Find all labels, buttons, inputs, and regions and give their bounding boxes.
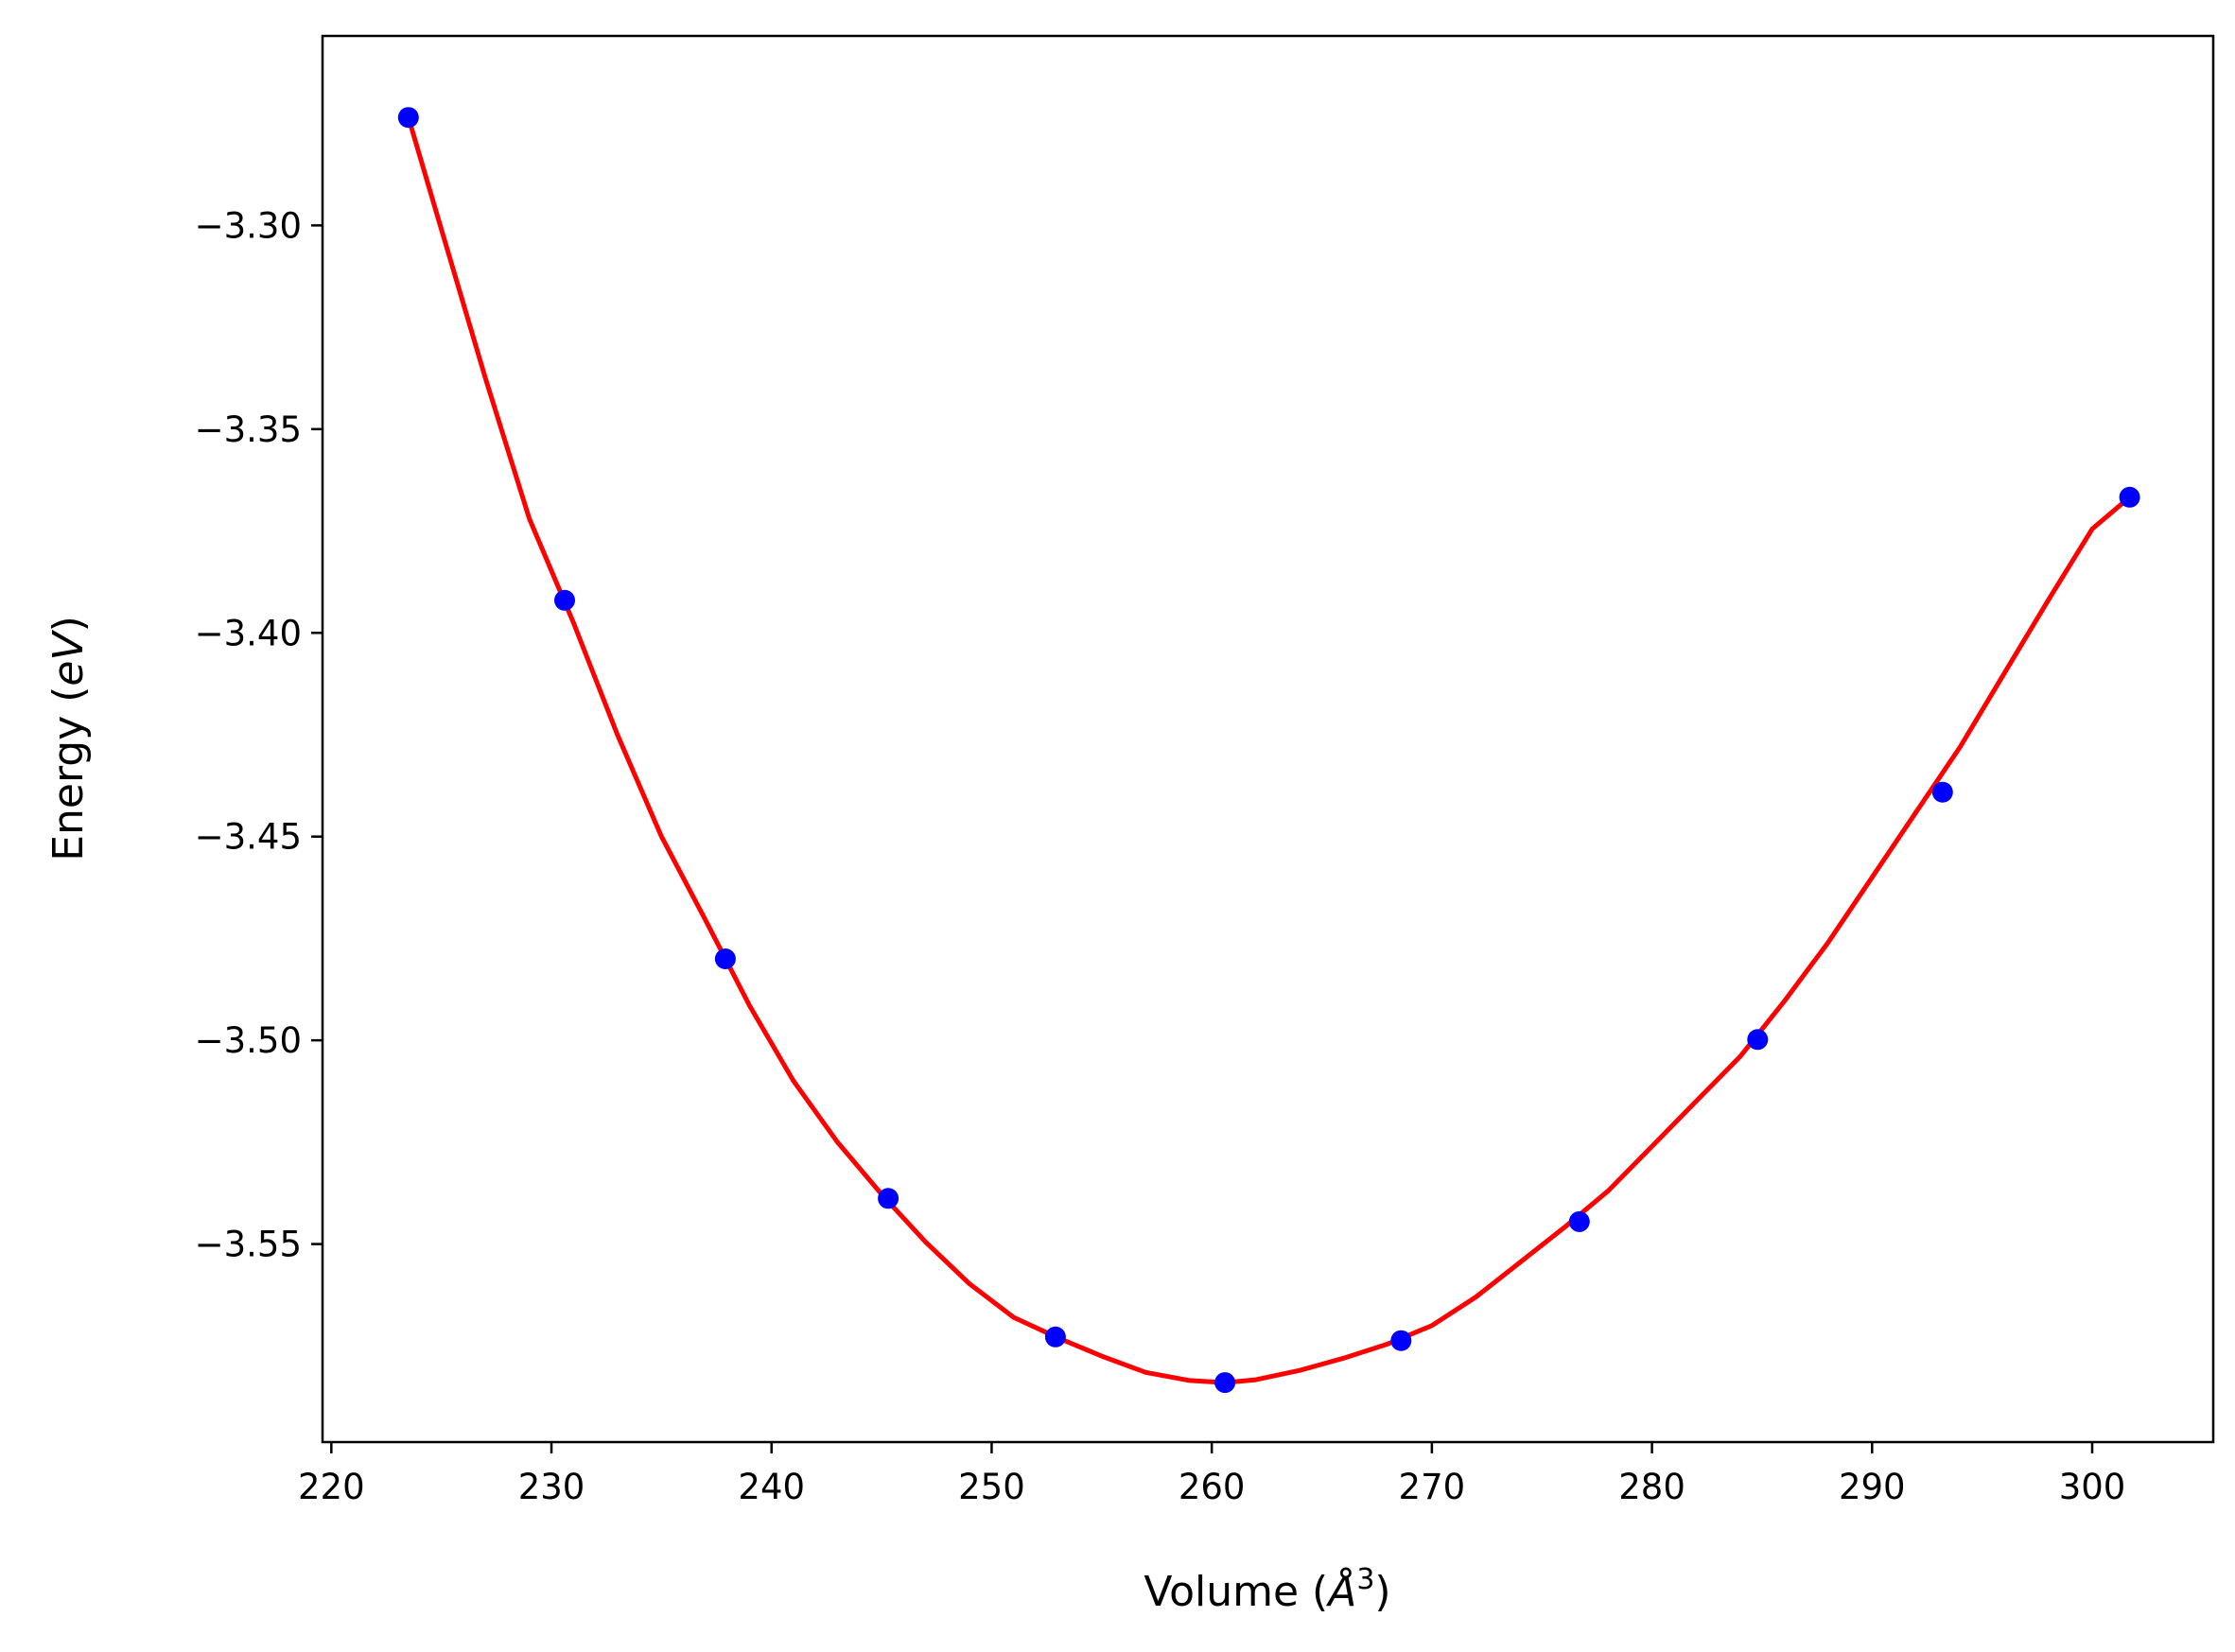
plot-background (323, 36, 2213, 1442)
plot-frame (321, 34, 2215, 1444)
fit-curve (406, 116, 2132, 1385)
data-point (1747, 1029, 1769, 1051)
y-axis-title-unit: eV (44, 630, 93, 687)
data-point (1931, 781, 1953, 803)
data-points-layer (397, 107, 2140, 1394)
y-tick-label: −3.40 (195, 613, 302, 653)
x-tick-label: 250 (958, 1467, 1025, 1507)
y-tick-label: −3.30 (195, 205, 302, 246)
x-axis-title-symbol: Å (1325, 1566, 1356, 1616)
x-axis-title-close: ) (1374, 1568, 1390, 1616)
x-axis-title: Volume (Å3) (1144, 1563, 1390, 1616)
y-axis-title-close: ) (44, 616, 93, 632)
x-tick-label: 220 (298, 1467, 365, 1507)
data-point (1390, 1330, 1412, 1351)
x-tick-label: 290 (1839, 1467, 1906, 1507)
x-tick-label: 270 (1399, 1467, 1466, 1507)
data-point (878, 1188, 899, 1209)
x-axis-title-text: Volume ( (1144, 1568, 1328, 1616)
data-point (1214, 1372, 1236, 1394)
fit-curve-layer (406, 116, 2132, 1385)
y-axis-title-text: Energy ( (44, 687, 93, 861)
x-tick-label: 300 (2059, 1467, 2126, 1507)
x-tick-label: 240 (738, 1467, 805, 1507)
x-tick-label: 230 (518, 1467, 585, 1507)
x-axis: 220 230 240 250 260 270 280 290 300 (298, 1442, 2125, 1507)
y-tick-label: −3.35 (195, 409, 302, 450)
data-point (1044, 1326, 1066, 1348)
y-axis-title: Energy (eV) (44, 616, 93, 861)
y-axis: −3.30 −3.35 −3.40 −3.45 −3.50 −3.55 (195, 205, 323, 1265)
data-point (2119, 486, 2140, 508)
data-point (554, 589, 575, 611)
data-point (714, 948, 736, 969)
x-tick-label: 260 (1179, 1467, 1246, 1507)
data-point (397, 107, 419, 129)
x-axis-title-superscript: 3 (1356, 1563, 1374, 1596)
data-point (1568, 1210, 1590, 1232)
y-tick-label: −3.55 (195, 1225, 302, 1265)
y-tick-label: −3.45 (195, 817, 302, 858)
y-tick-label: −3.50 (195, 1020, 302, 1061)
x-tick-label: 280 (1618, 1467, 1685, 1507)
